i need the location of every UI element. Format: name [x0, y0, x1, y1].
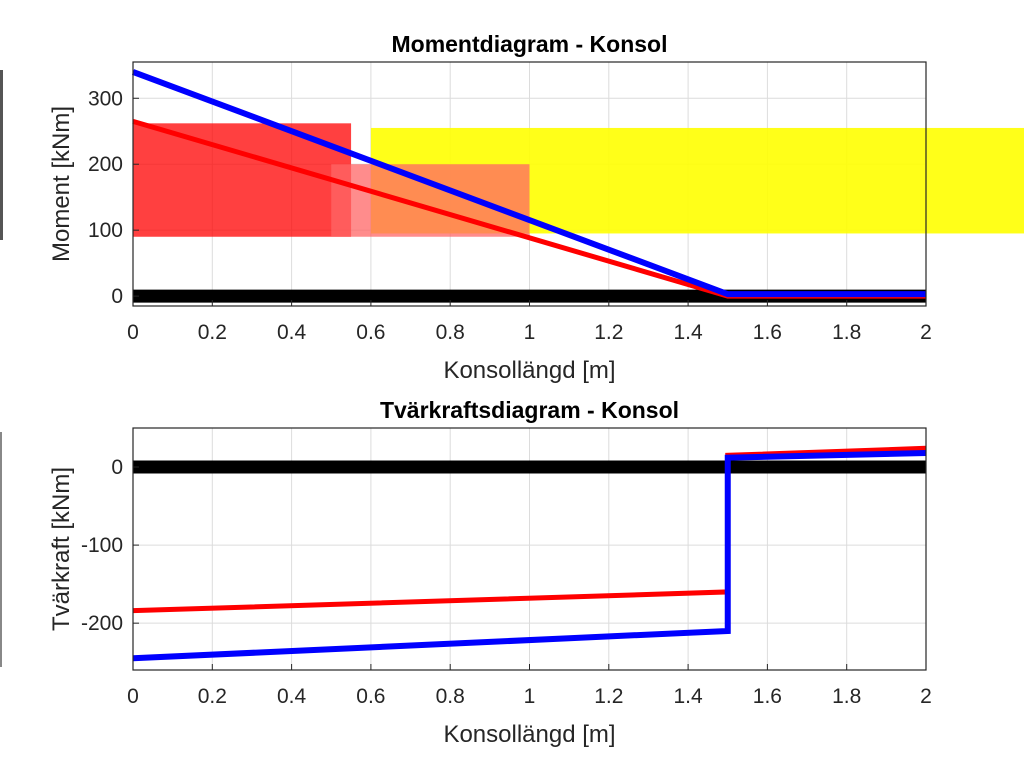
moment-x-tick-label: 1.6 [753, 321, 782, 344]
shear-chart-title: Tvärkraftsdiagram - Konsol [380, 397, 679, 423]
shear-x-tick-label: 1.2 [594, 685, 623, 708]
left-edge-artifact-top [0, 70, 3, 240]
shear-x-tick-label: 0.8 [436, 685, 465, 708]
shear-x-tick-label: 1 [524, 685, 536, 708]
moment-series-line-2 [131, 69, 926, 298]
moment-y-tick-label: 100 [88, 219, 123, 242]
shear-y-tick-label: 0 [111, 456, 123, 479]
shear-x-tick-label: 0 [127, 685, 139, 708]
shear-x-tick-label: 0.6 [356, 685, 385, 708]
moment-y-axis-label: Moment [kNm] [48, 106, 75, 262]
moment-x-tick-label: 1.8 [832, 321, 861, 344]
shear-x-tick-label: 0.2 [198, 685, 227, 708]
moment-x-tick-label: 1 [524, 321, 536, 344]
shear-series-line-2 [132, 449, 927, 662]
moment-y-tick-label: 0 [111, 285, 123, 308]
shear-diagram: 0 0.2 0.4 0.6 0.8 1 1.2 1.4 1.6 1.8 2 -200 -100 0 Tvä… [48, 397, 932, 748]
moment-x-axis-label: Konsollängd [m] [443, 357, 615, 384]
moment-y-tick-label: 300 [88, 87, 123, 110]
shear-x-tick-label: 0.4 [277, 685, 307, 708]
shear-x-tick-label: 1.8 [832, 685, 861, 708]
shear-x-tick-label: 1.4 [673, 685, 703, 708]
moment-chart-title: Momentdiagram - Konsol [391, 31, 667, 57]
moment-diagram: 0 0.2 0.4 0.6 0.8 1 1.2 1.4 1.6 1.8 2 0 100 200 300 Mo… [48, 31, 1024, 384]
moment-x-tick-label: 1.4 [673, 321, 703, 344]
moment-x-tick-label: 1.2 [594, 321, 623, 344]
moment-x-tick-label: 0.6 [356, 321, 385, 344]
moment-overlay-band-2 [331, 164, 530, 237]
shear-y-tick-label: -200 [81, 612, 123, 635]
moment-x-tick-label: 0.8 [436, 321, 465, 344]
moment-x-tick-label: 0 [127, 321, 139, 344]
shear-x-tick-label: 2 [920, 685, 932, 708]
moment-x-tick-label: 0.4 [277, 321, 307, 344]
moment-x-tick-label: 2 [920, 321, 932, 344]
moment-y-tick-label: 200 [88, 153, 123, 176]
shear-x-tick-label: 1.6 [753, 685, 782, 708]
shear-y-tick-label: -100 [81, 534, 123, 557]
shear-x-axis-label: Konsollängd [m] [443, 721, 615, 748]
left-edge-artifact-bottom [0, 432, 2, 667]
shear-y-axis-label: Tvärkraft [kNm] [48, 467, 75, 631]
moment-x-tick-label: 0.2 [198, 321, 227, 344]
